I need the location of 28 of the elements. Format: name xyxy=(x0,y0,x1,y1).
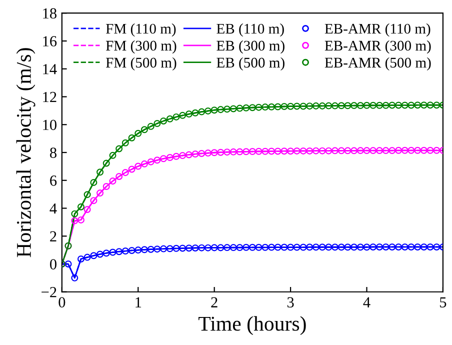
x-tick-label: 1 xyxy=(136,297,142,308)
legend-label: FM (300 m) xyxy=(106,40,176,54)
x-tick-label: 3 xyxy=(287,297,294,308)
x-tick-label: 2 xyxy=(211,297,218,308)
legend-label: FM (500 m) xyxy=(106,57,176,71)
x-tick-label: 0 xyxy=(58,297,66,308)
y-tick-label: 8 xyxy=(50,148,56,158)
y-tick-label: 14 xyxy=(43,64,57,74)
legend-label: FM (110 m) xyxy=(106,23,176,37)
y-tick-label: 16 xyxy=(43,36,57,46)
y-tick-label: 18 xyxy=(43,8,56,19)
y-tick-label: −2 xyxy=(42,287,56,298)
y-tick-label: 10 xyxy=(43,120,56,130)
legend-label: EB-AMR (300 m) xyxy=(324,40,431,54)
x-tick-label: 4 xyxy=(363,297,370,308)
x-tick-label: 5 xyxy=(440,297,446,308)
legend-label: EB (500 m) xyxy=(216,57,284,71)
legend-label: EB-AMR (110 m) xyxy=(324,23,430,37)
y-tick-label: 12 xyxy=(43,92,56,102)
y-tick-label: 0 xyxy=(50,259,56,270)
y-tick-label: 2 xyxy=(50,231,56,242)
y-tick-label: 4 xyxy=(50,203,57,214)
legend-label: EB-AMR (500 m) xyxy=(324,57,431,71)
legend-label: EB (110 m) xyxy=(216,23,284,37)
x-axis-title: Time (hours) xyxy=(198,316,306,336)
y-axis-title: Horizontal velocity (m/s) xyxy=(16,48,36,258)
legend-label: EB (300 m) xyxy=(216,40,284,54)
y-tick-label: 6 xyxy=(50,176,57,186)
